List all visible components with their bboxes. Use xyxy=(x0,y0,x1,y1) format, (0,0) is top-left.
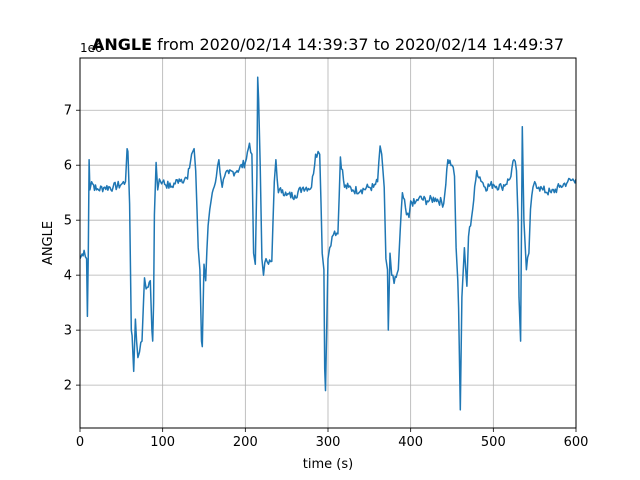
y-tick-label: 5 xyxy=(64,214,72,229)
x-tick-label: 100 xyxy=(150,435,175,450)
y-tick-label: 7 xyxy=(64,104,72,119)
x-tick-label: 0 xyxy=(76,435,84,450)
y-tick-label: 2 xyxy=(64,379,72,394)
x-tick-label: 600 xyxy=(564,435,589,450)
y-tick-label: 4 xyxy=(64,269,72,284)
chart-title-rest: from 2020/02/14 14:39:37 to 2020/02/14 1… xyxy=(152,35,564,54)
y-axis: 2 3 4 5 6 7 xyxy=(64,104,80,394)
y-tick-label: 3 xyxy=(64,324,72,339)
series-group xyxy=(80,76,576,411)
x-tick-label: 500 xyxy=(481,435,506,450)
y-tick-label: 6 xyxy=(64,159,72,174)
x-axis-label: time (s) xyxy=(303,457,353,472)
chart-title-bold: ANGLE xyxy=(92,35,152,54)
series-line xyxy=(80,76,576,411)
y-offset-label: 1e6 xyxy=(80,41,103,55)
x-axis: 0 100 200 300 400 500 600 xyxy=(76,428,589,450)
chart-title: ANGLE from 2020/02/14 14:39:37 to 2020/0… xyxy=(92,35,564,54)
y-axis-label: ANGLE xyxy=(41,221,56,265)
x-tick-label: 300 xyxy=(316,435,341,450)
x-tick-label: 200 xyxy=(233,435,258,450)
x-tick-label: 400 xyxy=(398,435,423,450)
